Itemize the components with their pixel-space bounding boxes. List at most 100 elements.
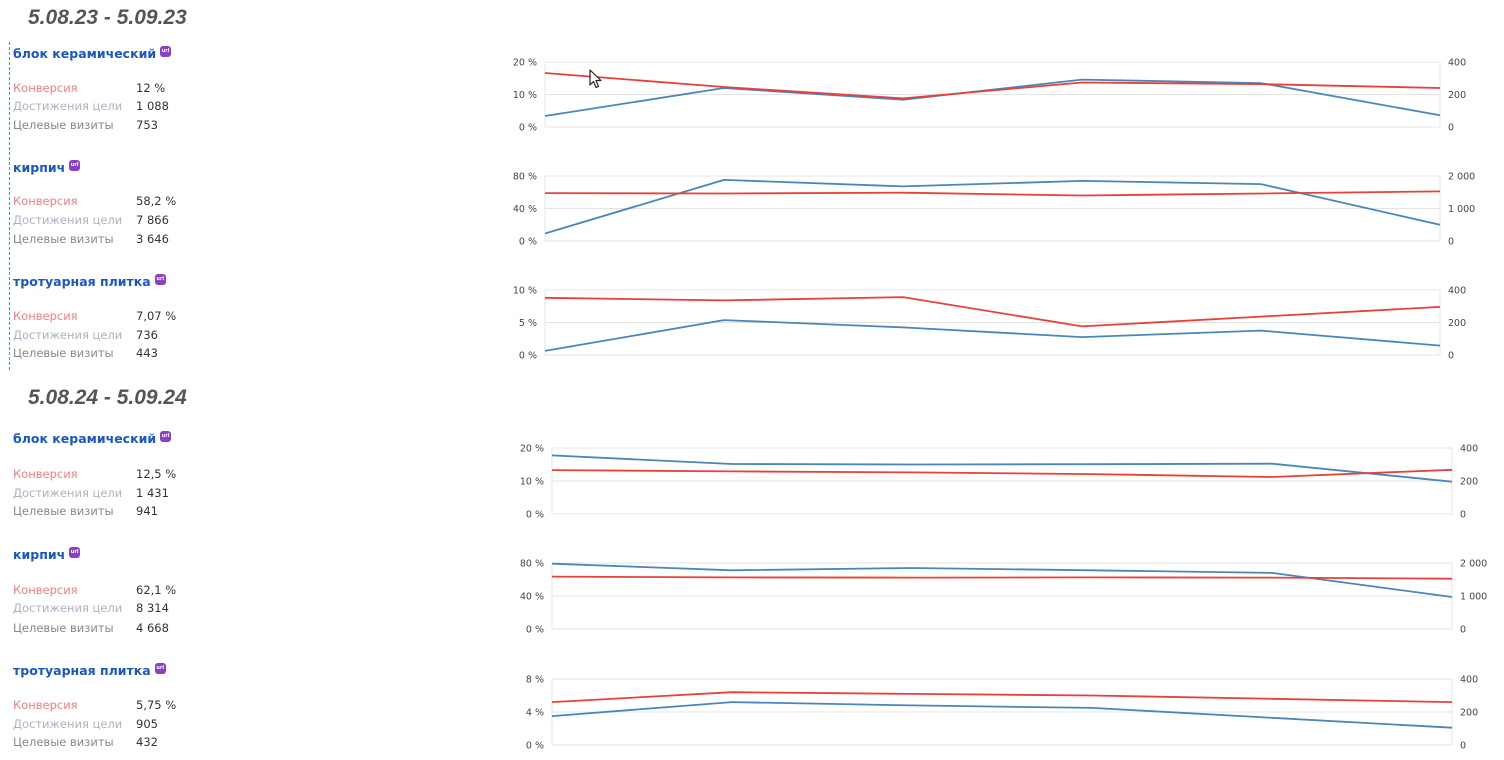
y-tick-label-right: 0 [1460, 510, 1466, 521]
y-tick-label-left: 0 % [526, 510, 544, 521]
url-icon: url [154, 273, 166, 285]
conversion-value: 12,5 % [136, 467, 177, 481]
visits-value: 4 668 [136, 621, 169, 635]
visits-label: Целевые визиты [13, 118, 114, 132]
visits-line [551, 701, 1453, 729]
y-tick-label-right: 1 000 [1460, 592, 1487, 603]
achievements-value: 736 [136, 328, 158, 342]
achievements-label: Достижения цели [13, 213, 123, 227]
y-tick-label-left: 10 % [513, 90, 537, 101]
y-tick-label-left: 0 % [519, 123, 537, 134]
goal-title-link[interactable]: кирпич url [13, 545, 253, 563]
chart-2: 80 % 2 000 40 % 1 000 0 % 0 [513, 172, 1475, 248]
goal-title-link[interactable]: тротуарная плитка url [13, 661, 253, 679]
visits-row: Целевые визиты 3 646 [13, 231, 169, 247]
y-tick-label-right: 200 [1460, 477, 1478, 488]
conversion-value: 12 % [136, 81, 166, 95]
goal-title-link[interactable]: кирпич url [13, 158, 253, 176]
y-tick-label-right: 0 [1460, 741, 1466, 752]
chart-5: 80 % 2 000 40 % 1 000 0 % 0 [520, 559, 1487, 636]
visits-value: 432 [136, 735, 158, 749]
visits-label: Целевые визиты [13, 232, 114, 246]
visits-value: 753 [136, 118, 158, 132]
conversion-row: Конверсия 5,75 % [13, 697, 176, 713]
goal-block-5: кирпич url Конверсия 62,1 % Достижения ц… [13, 545, 253, 635]
y-tick-label-left: 0 % [519, 351, 537, 362]
visits-label: Целевые визиты [13, 621, 114, 635]
achievements-value: 905 [136, 717, 158, 731]
conversion-label: Конверсия [13, 309, 78, 323]
achievements-value: 1 431 [136, 486, 169, 500]
goal-title-link[interactable]: блок керамический url [13, 429, 253, 447]
conversion-value: 58,2 % [136, 194, 177, 208]
y-tick-label-right: 0 [1448, 351, 1454, 362]
conversion-row: Конверсия 12 % [13, 80, 165, 96]
goal-title[interactable]: тротуарная плитка [13, 273, 151, 289]
conversion-line [551, 691, 1453, 703]
conversion-value: 62,1 % [136, 583, 177, 597]
y-tick-label-left: 8 % [526, 675, 544, 686]
period-title: 5.08.24 - 5.09.24 [28, 386, 187, 409]
y-tick-label-right: 0 [1460, 625, 1466, 636]
goal-block-4: блок керамический url Конверсия 12,5 % Д… [13, 429, 253, 518]
conversion-line [551, 468, 1453, 478]
goal-title[interactable]: тротуарная плитка [13, 662, 151, 678]
goal-title[interactable]: кирпич [13, 159, 66, 175]
y-tick-label-right: 1 000 [1448, 204, 1475, 215]
visits-row: Целевые визиты 443 [13, 345, 158, 361]
y-tick-label-left: 80 % [513, 172, 537, 183]
achievements-row: Достижения цели 8 314 [13, 600, 169, 616]
goal-title[interactable]: блок керамический [13, 45, 157, 61]
achievements-row: Достижения цели 1 431 [13, 485, 169, 501]
y-tick-label-right: 400 [1460, 444, 1478, 455]
y-tick-label-left: 40 % [513, 204, 537, 215]
achievements-row: Достижения цели 736 [13, 327, 158, 343]
period-title: 5.08.23 - 5.09.23 [28, 6, 187, 29]
conversion-label: Конверсия [13, 194, 78, 208]
y-tick-label-left: 10 % [520, 477, 544, 488]
visits-label: Целевые визиты [13, 504, 114, 518]
achievements-label: Достижения цели [13, 717, 123, 731]
visits-line [544, 319, 1441, 352]
conversion-label: Конверсия [13, 583, 78, 597]
y-tick-label-left: 20 % [520, 444, 544, 455]
goal-title-link[interactable]: тротуарная плитка url [13, 272, 253, 290]
visits-row: Целевые визиты 432 [13, 734, 158, 750]
chart-4: 20 % 400 10 % 200 0 % 0 [520, 444, 1478, 521]
y-tick-label-left: 40 % [520, 592, 544, 603]
y-tick-label-left: 80 % [520, 559, 544, 570]
achievements-row: Достижения цели 7 866 [13, 212, 169, 228]
goal-title-link[interactable]: блок керамический url [13, 44, 253, 62]
achievements-value: 7 866 [136, 213, 169, 227]
y-tick-label-right: 200 [1448, 318, 1466, 329]
goal-block-2: кирпич url Конверсия 58,2 % Достижения ц… [13, 158, 253, 246]
visits-value: 3 646 [136, 232, 169, 246]
conversion-value: 5,75 % [136, 698, 177, 712]
y-tick-label-left: 0 % [519, 237, 537, 248]
conversion-line [551, 575, 1453, 580]
goal-block-3: тротуарная плитка url Конверсия 7,07 % Д… [13, 272, 253, 360]
chart-1: 20 % 400 10 % 200 0 % 0 [513, 58, 1466, 134]
selection-divider [9, 42, 10, 370]
y-tick-label-right: 200 [1448, 90, 1466, 101]
url-icon: url [69, 159, 81, 171]
conversion-label: Конверсия [13, 81, 78, 95]
achievements-row: Достижения цели 1 088 [13, 98, 169, 114]
goal-title[interactable]: блок керамический [13, 430, 157, 446]
conversion-row: Конверсия 12,5 % [13, 466, 176, 482]
goal-title[interactable]: кирпич [13, 546, 66, 562]
y-tick-label-right: 2 000 [1460, 559, 1487, 570]
conversion-line [544, 190, 1441, 197]
mouse-cursor-icon [589, 69, 602, 89]
achievements-label: Достижения цели [13, 601, 123, 615]
visits-value: 941 [136, 504, 158, 518]
url-icon: url [154, 662, 166, 674]
visits-line [544, 178, 1441, 235]
y-tick-label-left: 0 % [526, 625, 544, 636]
visits-value: 443 [136, 346, 158, 360]
achievements-value: 8 314 [136, 601, 169, 615]
y-tick-label-left: 4 % [526, 708, 544, 719]
y-tick-label-left: 20 % [513, 58, 537, 69]
achievements-label: Достижения цели [13, 99, 123, 113]
visits-line [551, 454, 1453, 483]
